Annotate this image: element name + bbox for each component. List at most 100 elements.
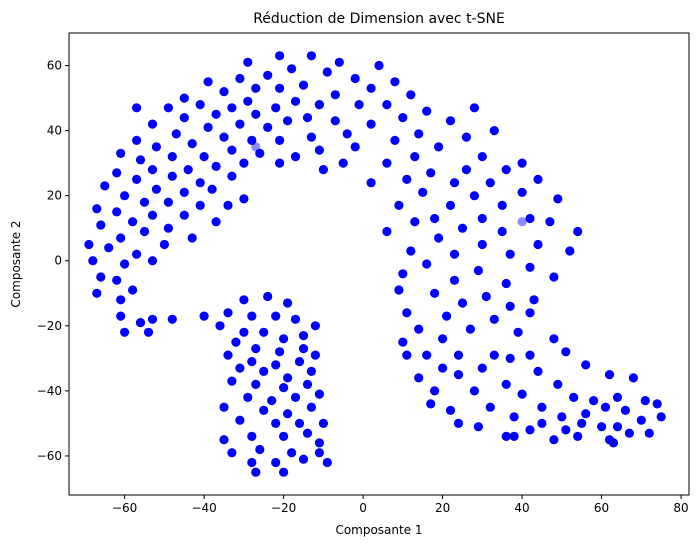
data-point-239 xyxy=(235,415,245,425)
data-point-256 xyxy=(620,405,631,415)
data-point-167 xyxy=(223,308,233,318)
data-point-69 xyxy=(135,155,146,165)
data-point-62 xyxy=(116,148,126,158)
data-point-264 xyxy=(577,418,587,428)
data-point-274 xyxy=(612,422,623,432)
data-point-22 xyxy=(314,100,324,110)
data-point-225 xyxy=(453,370,464,380)
data-point-254 xyxy=(557,412,567,422)
data-point-166 xyxy=(199,311,209,321)
data-point-118 xyxy=(211,217,221,227)
data-point-236 xyxy=(569,392,579,402)
x-tick-label: −60 xyxy=(112,501,137,515)
data-point-148 xyxy=(112,275,122,285)
data-point-168 xyxy=(247,311,257,321)
data-point-146 xyxy=(525,262,535,272)
data-point-246 xyxy=(600,402,611,412)
data-point-213 xyxy=(251,379,261,389)
data-point-8 xyxy=(235,73,245,84)
y-axis-label: Composante 2 xyxy=(9,220,23,307)
data-point-96 xyxy=(120,191,130,201)
data-point-174 xyxy=(310,321,320,331)
data-point-29 xyxy=(132,103,142,113)
data-point-31 xyxy=(422,106,432,116)
data-point-227 xyxy=(553,379,563,389)
data-point-156 xyxy=(116,295,126,305)
data-point-265 xyxy=(597,422,607,432)
data-point-240 xyxy=(271,418,281,428)
data-point-215 xyxy=(302,379,313,389)
data-point-273 xyxy=(561,425,571,435)
data-point-30 xyxy=(469,103,479,113)
x-tick-label: −20 xyxy=(271,501,296,515)
data-point-161 xyxy=(402,308,412,318)
data-point-203 xyxy=(525,350,535,360)
data-point-132 xyxy=(132,249,142,259)
data-point-189 xyxy=(251,344,261,354)
data-point-105 xyxy=(92,204,102,214)
data-point-116 xyxy=(163,223,173,233)
data-point-115 xyxy=(128,217,138,227)
data-point-191 xyxy=(298,344,309,354)
data-point-20 xyxy=(243,96,253,106)
data-point-180 xyxy=(120,327,130,337)
data-point-150 xyxy=(449,275,460,285)
data-point-271 xyxy=(473,422,483,432)
data-point-104 xyxy=(195,200,205,210)
data-point-51 xyxy=(489,126,499,136)
data-point-34 xyxy=(302,113,313,123)
data-point-47 xyxy=(171,129,181,139)
data-point-177 xyxy=(259,327,269,337)
faint-data-point-0 xyxy=(251,142,261,152)
data-point-0 xyxy=(275,51,285,61)
data-point-176 xyxy=(239,327,249,337)
x-tick-label: 40 xyxy=(514,501,529,515)
data-point-169 xyxy=(271,311,281,321)
data-point-13 xyxy=(251,83,261,93)
data-point-73 xyxy=(382,158,392,168)
data-point-123 xyxy=(457,223,468,233)
data-point-120 xyxy=(410,217,420,227)
data-point-25 xyxy=(195,100,205,110)
data-point-269 xyxy=(271,457,281,468)
data-point-89 xyxy=(449,178,460,188)
x-axis-ticks: −60 −40 −20 0 20 40 60 80 xyxy=(112,495,689,515)
data-point-187 xyxy=(513,327,523,337)
data-point-108 xyxy=(497,200,507,210)
data-point-45 xyxy=(342,129,352,139)
data-point-70 xyxy=(239,158,249,168)
x-axis-label: Composante 1 xyxy=(335,523,422,537)
data-point-226 xyxy=(501,379,511,389)
data-point-98 xyxy=(469,191,479,201)
data-point-181 xyxy=(143,327,154,337)
data-point-285 xyxy=(501,431,511,441)
data-point-40 xyxy=(235,119,245,129)
data-point-142 xyxy=(120,259,130,269)
data-point-143 xyxy=(96,272,106,282)
data-point-33 xyxy=(251,109,261,119)
data-point-1 xyxy=(306,51,316,61)
data-point-170 xyxy=(290,314,301,324)
x-tick-label: −40 xyxy=(191,501,216,515)
data-point-91 xyxy=(533,174,543,184)
data-point-44 xyxy=(263,122,273,132)
data-point-200 xyxy=(422,350,432,360)
data-point-124 xyxy=(497,226,507,237)
data-point-210 xyxy=(505,353,515,363)
data-point-220 xyxy=(243,392,253,402)
data-point-211 xyxy=(581,360,591,370)
data-point-159 xyxy=(457,298,468,308)
data-point-278 xyxy=(509,431,519,441)
data-point-61 xyxy=(314,145,324,155)
data-point-178 xyxy=(279,334,289,344)
data-point-188 xyxy=(231,337,241,347)
data-point-260 xyxy=(287,448,297,458)
data-point-267 xyxy=(656,412,666,422)
data-point-6 xyxy=(263,70,273,80)
data-point-38 xyxy=(445,116,456,126)
data-point-280 xyxy=(573,431,583,441)
data-point-36 xyxy=(179,113,189,123)
data-point-252 xyxy=(426,399,436,409)
data-point-182 xyxy=(442,311,452,321)
